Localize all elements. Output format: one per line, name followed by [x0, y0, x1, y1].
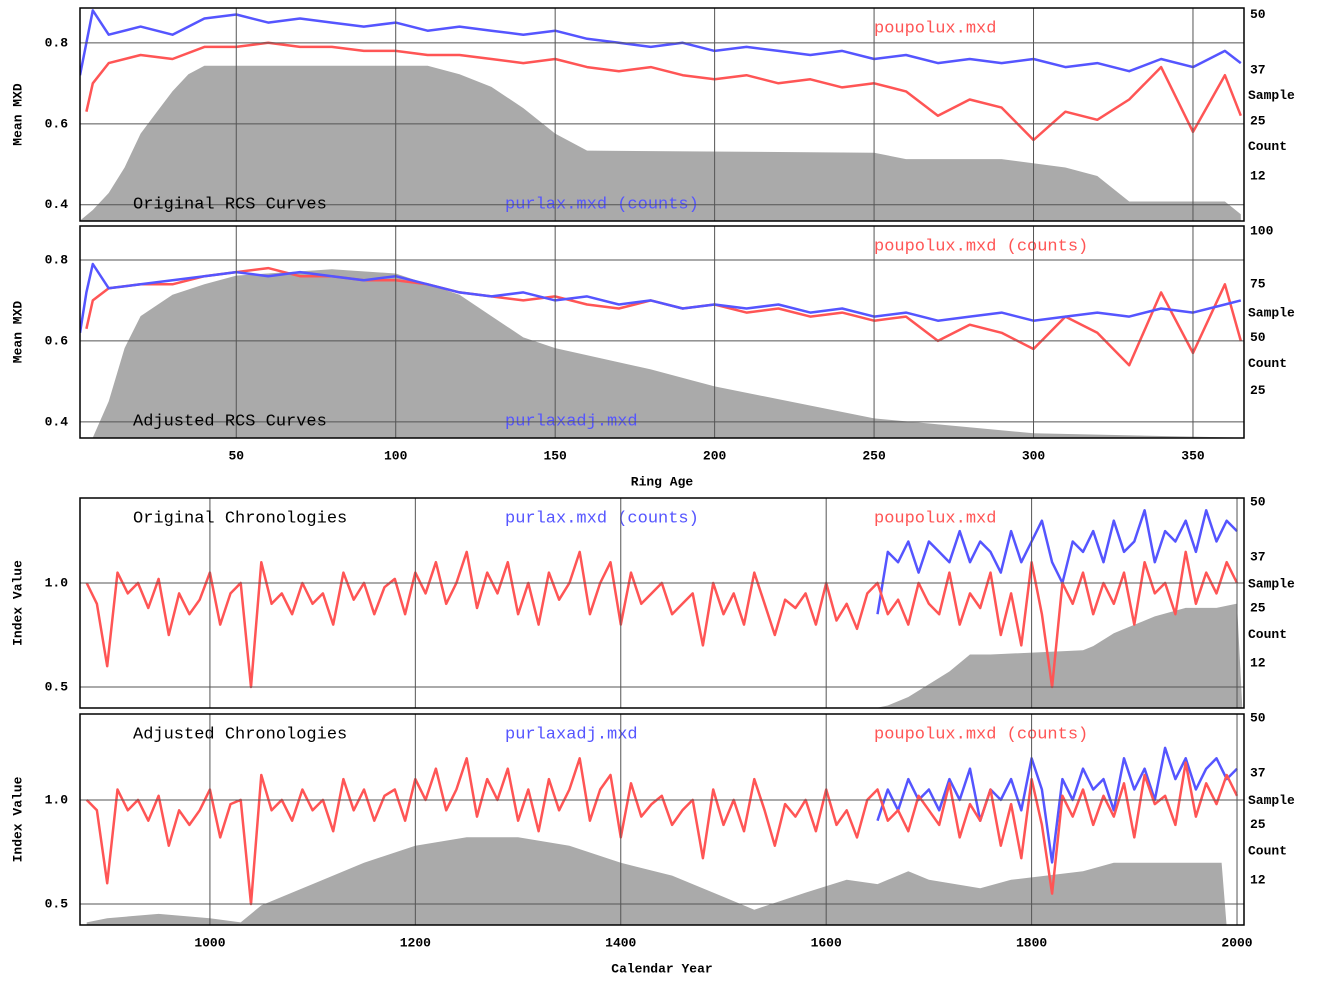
x-tick-label: 350: [1181, 448, 1205, 463]
y-label: Index Value: [10, 560, 25, 646]
x-tick-label: 1800: [1016, 935, 1047, 950]
y2-label: Count: [1248, 844, 1287, 859]
y2-tick-label: 25: [1250, 817, 1266, 832]
panel-title: Adjusted RCS Curves: [133, 412, 327, 431]
series-label: poupolux.mxd: [874, 19, 996, 38]
count-area: [80, 65, 1241, 221]
y2-tick-label: 100: [1250, 223, 1274, 238]
y-tick-label: 0.6: [45, 116, 69, 131]
y2-label: Sample: [1248, 305, 1295, 320]
y2-tick-label: 50: [1250, 330, 1266, 345]
y2-tick-label: 75: [1250, 277, 1266, 292]
plot-area: [85, 746, 1239, 925]
y2-tick-label: 12: [1250, 655, 1266, 670]
count-area: [86, 837, 1227, 925]
x-tick-label: 1000: [194, 935, 225, 950]
y-tick-label: 0.6: [45, 333, 69, 348]
x-tick-label: 200: [703, 448, 727, 463]
plot-frame: [79, 225, 1245, 439]
y2-tick-label: 37: [1250, 766, 1266, 781]
y-tick-label: 0.8: [45, 35, 69, 50]
x-tick-label: 50: [228, 448, 244, 463]
x-tick-label: 2000: [1221, 935, 1252, 950]
y2-label: Count: [1248, 139, 1287, 154]
series-label: purlax.mxd (counts): [505, 509, 699, 528]
series-label: poupolux.mxd: [874, 509, 996, 528]
plot-frame: [79, 713, 1245, 926]
plot-frame: [79, 7, 1245, 222]
plot-area: [80, 262, 1243, 438]
panel-title: Original Chronologies: [133, 509, 347, 528]
series-line: [80, 9, 1242, 76]
plot-frame: [79, 497, 1245, 709]
panel-title: Original RCS Curves: [133, 195, 327, 214]
series-label: poupolux.mxd (counts): [874, 725, 1088, 744]
y2-tick-label: 37: [1250, 549, 1266, 564]
x-tick-label: 250: [862, 448, 886, 463]
y-label: Mean MXD: [10, 83, 25, 146]
series-line: [85, 41, 1242, 142]
count-area: [92, 269, 1241, 438]
y-tick-label: 0.5: [45, 679, 69, 694]
y-tick-label: 0.5: [45, 896, 69, 911]
y2-tick-label: 37: [1250, 62, 1266, 77]
y-tick-label: 1.0: [45, 575, 69, 590]
plot-area: [85, 509, 1243, 708]
count-area: [877, 603, 1243, 708]
series-line: [85, 757, 1239, 906]
y2-label: Sample: [1248, 577, 1295, 592]
y2-tick-label: 50: [1250, 7, 1266, 22]
y-tick-label: 0.4: [45, 414, 69, 429]
x-label: Calendar Year: [611, 961, 712, 976]
y-label: Index Value: [10, 776, 25, 862]
y-tick-label: 1.0: [45, 792, 69, 807]
series-label: purlaxadj.mxd: [505, 725, 638, 744]
x-tick-label: 1200: [400, 935, 431, 950]
series-line: [876, 509, 1238, 615]
y2-tick-label: 25: [1250, 383, 1266, 398]
y2-tick-label: 12: [1250, 168, 1266, 183]
y2-label: Count: [1248, 627, 1287, 642]
y-tick-label: 0.8: [45, 252, 69, 267]
plot-area: [80, 9, 1242, 221]
y2-tick-label: 25: [1250, 113, 1266, 128]
panel-title: Adjusted Chronologies: [133, 725, 347, 744]
y2-label: Sample: [1248, 793, 1295, 808]
y2-label: Count: [1248, 356, 1287, 371]
x-tick-label: 100: [384, 448, 408, 463]
x-tick-label: 1600: [811, 935, 842, 950]
y2-tick-label: 25: [1250, 600, 1266, 615]
y2-tick-label: 50: [1250, 710, 1266, 725]
y-tick-label: 0.4: [45, 197, 69, 212]
series-line: [876, 746, 1238, 864]
y2-tick-label: 12: [1250, 872, 1266, 887]
y2-label: Sample: [1248, 88, 1295, 103]
series-line: [80, 262, 1242, 333]
x-tick-label: 150: [543, 448, 567, 463]
x-label: Ring Age: [631, 474, 694, 489]
x-tick-label: 1400: [605, 935, 636, 950]
y-label: Mean MXD: [10, 301, 25, 364]
x-tick-label: 300: [1022, 448, 1046, 463]
y2-tick-label: 50: [1250, 494, 1266, 509]
series-label: poupolux.mxd (counts): [874, 237, 1088, 256]
